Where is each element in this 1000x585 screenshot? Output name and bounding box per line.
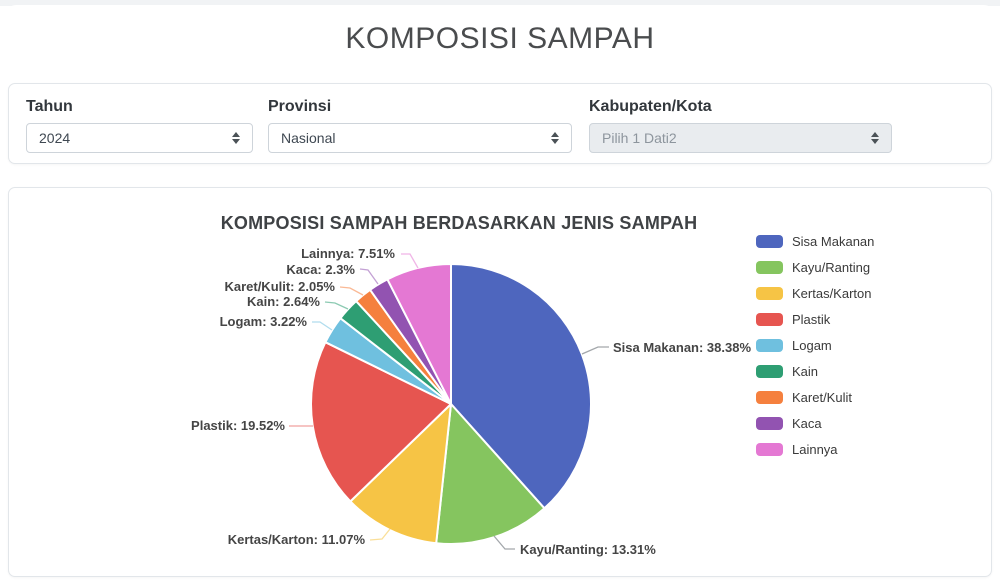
callout-line (312, 321, 333, 331)
callout-label: Kayu/Ranting: 13.31% (520, 542, 656, 557)
filter-group-provinsi: Provinsi Nasional (263, 84, 572, 163)
legend-item[interactable]: Karet/Kulit (756, 390, 874, 405)
legend-item[interactable]: Kertas/Karton (756, 286, 874, 301)
legend-swatch (756, 235, 783, 248)
legend-item[interactable]: Logam (756, 338, 874, 353)
filter-label-provinsi: Provinsi (268, 98, 332, 115)
callout-label: Kain: 2.64% (247, 294, 320, 309)
pie-slice-kayu-ranting[interactable] (435, 403, 546, 545)
legend-label: Plastik (792, 312, 831, 327)
legend-label: Kaca (792, 416, 822, 431)
provinsi-select-value: Nasional (281, 130, 336, 146)
legend-swatch (756, 417, 783, 430)
legend-label: Kain (792, 364, 819, 379)
filter-label-kabupaten: Kabupaten/Kota (589, 98, 712, 115)
callout-label: Sisa Makanan: 38.38% (613, 340, 751, 355)
legend-swatch (756, 391, 783, 404)
legend-item[interactable]: Lainnya (756, 442, 874, 457)
callout-line (369, 528, 391, 541)
callout-line (339, 286, 364, 296)
filter-label-tahun: Tahun (26, 98, 73, 115)
callout-label: Karet/Kulit: 2.05% (224, 279, 335, 294)
legend-item[interactable]: Sisa Makanan (756, 234, 874, 249)
filter-group-kabupaten: Kabupaten/Kota Pilih 1 Dati2 (584, 84, 892, 163)
callout-line (324, 301, 349, 310)
tahun-select[interactable]: 2024 (26, 123, 253, 153)
chart-legend: Sisa Makanan Kayu/Ranting Kertas/Karton Pla… (756, 234, 874, 468)
legend-swatch (756, 443, 783, 456)
kabupaten-select-value: Pilih 1 Dati2 (602, 130, 677, 146)
chart-title: KOMPOSISI SAMPAH BERDASARKAN JENIS SAMPA… (220, 213, 698, 233)
updown-arrows-icon (871, 132, 879, 144)
updown-arrows-icon (551, 132, 559, 144)
top-strip (0, 0, 1000, 6)
legend-swatch (756, 261, 783, 274)
callout-label: Kertas/Karton: 11.07% (228, 532, 366, 547)
callout-label: Lainnya: 7.51% (301, 246, 395, 261)
legend-label: Sisa Makanan (792, 234, 875, 249)
callout-line (359, 268, 379, 285)
callout-line (581, 346, 609, 355)
legend-swatch (756, 287, 783, 300)
callout-line (493, 535, 515, 550)
provinsi-select[interactable]: Nasional (268, 123, 572, 153)
legend-label: Karet/Kulit (792, 390, 852, 405)
legend-label: Kertas/Karton (792, 286, 872, 301)
legend-item[interactable]: Kayu/Ranting (756, 260, 874, 275)
callout-line (401, 253, 419, 269)
kabupaten-select: Pilih 1 Dati2 (589, 123, 892, 153)
legend-swatch (756, 339, 783, 352)
legend-item[interactable]: Kain (756, 364, 874, 379)
callout-label: Plastik: 19.52% (191, 418, 285, 433)
pie-slice-sisa-makanan[interactable] (450, 263, 592, 510)
legend-label: Lainnya (792, 442, 838, 457)
page-title: KOMPOSISI SAMPAH (345, 22, 655, 55)
tahun-select-value: 2024 (39, 130, 71, 146)
pie-chart: Sisa Makanan: 38.38% Kayu/Ranting: 13.31%… (191, 246, 751, 557)
legend-swatch (756, 365, 783, 378)
pie-slice-lainnya[interactable] (386, 263, 452, 405)
updown-arrows-icon (232, 132, 240, 144)
legend-swatch (756, 313, 783, 326)
chart-panel: KOMPOSISI SAMPAH BERDASARKAN JENIS SAMPA… (8, 187, 992, 577)
legend-label: Logam (792, 338, 832, 353)
callout-label: Logam: 3.22% (220, 314, 308, 329)
filter-group-tahun: Tahun 2024 (21, 84, 253, 163)
filter-panel: Tahun 2024 Provinsi Nasional Kabupaten/K… (8, 83, 992, 164)
legend-item[interactable]: Kaca (756, 416, 874, 431)
legend-item[interactable]: Plastik (756, 312, 874, 327)
legend-label: Kayu/Ranting (792, 260, 871, 275)
page-surface (6, 5, 994, 29)
callout-label: Kaca: 2.3% (286, 262, 355, 277)
